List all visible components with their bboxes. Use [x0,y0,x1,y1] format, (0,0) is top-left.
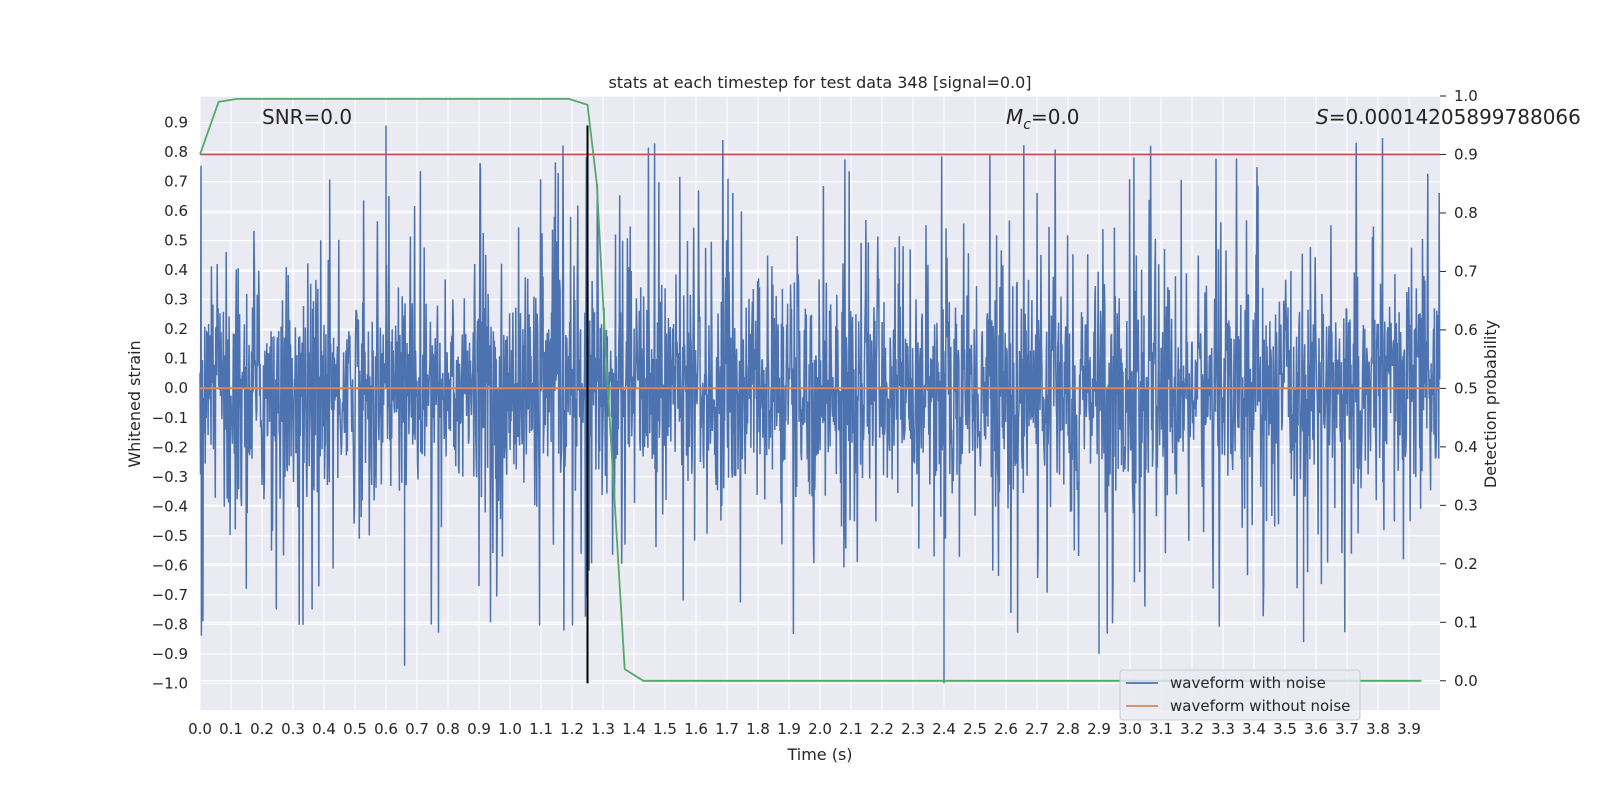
x-tick-label: 2.2 [870,720,894,738]
y-tick-label: 0.4 [164,261,188,279]
x-tick-label: 1.0 [498,720,522,738]
x-tick-label: 1.2 [560,720,584,738]
x-tick-label: 1.5 [653,720,677,738]
y-tick-label: −0.4 [152,497,188,515]
x-tick-label: 3.9 [1397,720,1421,738]
x-tick-label: 1.4 [622,720,646,738]
y-tick-labels: 0.9 0.8 0.7 0.6 0.5 0.4 0.3 0.2 0.1 0.0 −0.1 −0.2 −0… [152,114,188,693]
y-tick-label: −0.6 [152,556,188,574]
mc-subscript: c [1023,117,1031,133]
x-tick-label: 2.3 [901,720,925,738]
y-tick-label: −0.5 [152,527,188,545]
y-tick-label: −0.9 [152,645,188,663]
x-tick-label: 0.3 [281,720,305,738]
x-tick-label: 3.6 [1304,720,1328,738]
y2-axis-label: Detection probability [1481,320,1500,488]
y-tick-label: −0.8 [152,615,188,633]
y2-tick-label: 0.7 [1454,262,1478,280]
x-tick-label: 0.5 [343,720,367,738]
chart-title: stats at each timestep for test data 348… [608,73,1031,92]
snr-annotation: SNR=0.0 [262,105,352,129]
y-tick-label: 0.1 [164,350,188,368]
x-tick-label: 1.6 [684,720,708,738]
y-tick-label: 0.0 [164,379,188,397]
x-tick-label: 0.0 [188,720,212,738]
y-tick-label: −0.2 [152,438,188,456]
legend-label-noise: waveform with noise [1170,674,1326,692]
legend-box [1119,669,1361,721]
x-tick-label: 3.7 [1335,720,1359,738]
y-tick-label: 0.5 [164,232,188,250]
x-tick-label: 0.4 [312,720,336,738]
y2-tick-label: 0.5 [1454,379,1478,397]
x-tick-label: 3.5 [1273,720,1297,738]
x-tick-label: 2.4 [932,720,956,738]
x-tick-label: 1.8 [746,720,770,738]
y-tick-label: 0.6 [164,202,188,220]
x-tick-label: 1.7 [715,720,739,738]
legend-label-clean: waveform without noise [1170,697,1350,715]
x-axis-label: Time (s) [786,745,852,764]
x-tick-label: 3.1 [1149,720,1173,738]
y-tick-label: 0.8 [164,143,188,161]
x-tick-label: 2.5 [963,720,987,738]
s-annotation: S=0.00014205899788066 [1316,105,1581,129]
x-tick-label: 0.6 [374,720,398,738]
legend: waveform with noise waveform without noi… [1119,669,1361,721]
x-tick-label: 2.1 [839,720,863,738]
y-tick-label: −0.1 [152,409,188,427]
y-tick-label: 0.9 [164,114,188,132]
x-tick-label: 2.9 [1087,720,1111,738]
y2-tick-label: 0.6 [1454,321,1478,339]
x-tick-label: 0.2 [250,720,274,738]
y-tick-label: −1.0 [152,674,188,692]
mc-value: =0.0 [1031,105,1080,129]
s-symbol: S [1316,105,1329,129]
x-tick-label: 1.9 [777,720,801,738]
y2-tick-label: 0.3 [1454,496,1478,514]
x-tick-label: 0.8 [436,720,460,738]
x-tick-label: 2.8 [1056,720,1080,738]
y-axis-label: Whitened strain [125,340,144,467]
x-tick-label: 0.9 [467,720,491,738]
y2-tick-label: 1.0 [1454,87,1478,105]
y-tick-label: 0.7 [164,173,188,191]
x-tick-label: 1.1 [529,720,553,738]
x-tick-label: 0.1 [219,720,243,738]
y-tick-label: −0.3 [152,468,188,486]
mc-annotation: Mc=0.0 [1006,105,1080,133]
series-detection-probability [199,98,1422,682]
y-tick-label: 0.3 [164,291,188,309]
x-tick-label: 2.6 [994,720,1018,738]
mc-symbol: M [1006,105,1023,129]
series-waveform-with-noise [199,125,1441,684]
y2-tick-label: 0.2 [1454,555,1478,573]
y2-tick-label: 0.4 [1454,438,1478,456]
y2-tick-labels: 1.0 0.9 0.8 0.7 0.6 0.5 0.4 0.3 0.2 0.1 0.0 [1440,87,1478,690]
y2-tick-label: 0.0 [1454,672,1478,690]
x-tick-label: 3.3 [1211,720,1235,738]
x-tick-label: 1.3 [591,720,615,738]
x-tick-label: 0.7 [405,720,429,738]
x-tick-label: 3.2 [1180,720,1204,738]
x-tick-label: 2.7 [1025,720,1049,738]
x-tick-label: 3.4 [1242,720,1266,738]
y2-tick-label: 0.8 [1454,204,1478,222]
y2-tick-label: 0.9 [1454,145,1478,163]
s-value: =0.00014205899788066 [1329,105,1581,129]
x-tick-label: 3.0 [1118,720,1142,738]
x-tick-label: 2.0 [808,720,832,738]
y-tick-label: −0.7 [152,586,188,604]
y2-tick-label: 0.1 [1454,613,1478,631]
x-tick-labels: 0.0 0.1 0.2 0.3 0.4 0.5 0.6 0.7 0.8 0.9 1.0 1.1 1.2 1… [188,720,1421,738]
y-tick-label: 0.2 [164,320,188,338]
x-tick-label: 3.8 [1366,720,1390,738]
